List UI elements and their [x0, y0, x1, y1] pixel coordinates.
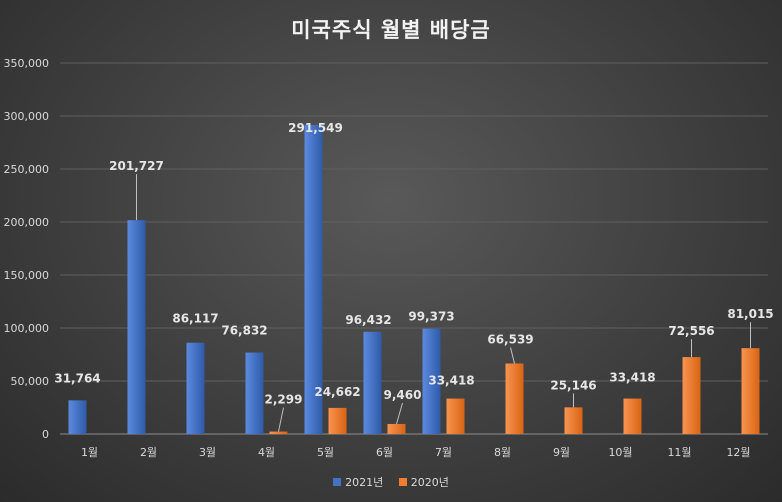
y-tick-label: 0	[42, 428, 49, 441]
data-label: 72,556	[668, 324, 714, 338]
label-leader-line	[510, 347, 515, 364]
data-label: 291,549	[288, 121, 343, 135]
bar-2020	[682, 357, 701, 434]
y-tick-label: 300,000	[4, 110, 50, 123]
chart-title: 미국주식 월별 배당금	[291, 18, 491, 42]
label-leader-line	[396, 402, 403, 425]
bar-2020	[564, 407, 583, 434]
legend-item-2021: 2021년	[333, 474, 383, 490]
legend-label-2020: 2020년	[410, 476, 449, 489]
bar-2020	[623, 398, 642, 434]
y-tick-label: 350,000	[4, 57, 50, 70]
y-tick-label: 50,000	[11, 375, 50, 388]
x-tick-label: 8월	[494, 446, 511, 459]
bar-2021	[245, 352, 264, 434]
x-tick-label: 2월	[140, 446, 157, 459]
x-tick-label: 9월	[553, 446, 570, 459]
x-tick-label: 1월	[81, 446, 98, 459]
legend-swatch-2021	[333, 478, 342, 486]
data-label: 33,418	[428, 374, 474, 388]
x-tick-label: 3월	[199, 446, 216, 459]
x-tick-label: 10월	[608, 446, 632, 459]
data-label: 96,432	[345, 313, 391, 327]
y-tick-label: 200,000	[4, 216, 50, 229]
x-tick-label: 7월	[435, 446, 452, 459]
legend-label-2021: 2021년	[345, 476, 384, 489]
label-leader-line	[278, 407, 284, 432]
data-label: 9,460	[384, 388, 422, 402]
data-label: 33,418	[609, 371, 655, 385]
bar-2021	[422, 328, 441, 434]
bar-2020	[269, 431, 288, 434]
y-tick-label: 150,000	[4, 269, 50, 282]
x-tick-label: 12월	[726, 446, 750, 459]
data-label: 81,015	[727, 307, 773, 321]
data-label: 86,117	[172, 312, 218, 326]
data-label: 25,146	[550, 378, 596, 392]
bar-2021	[186, 342, 205, 434]
data-label: 31,764	[54, 371, 100, 385]
y-tick-label: 100,000	[4, 322, 50, 335]
bar-2021	[304, 124, 323, 434]
bar-2021	[68, 400, 87, 434]
legend-item-2020: 2020년	[398, 474, 449, 490]
data-label: 201,727	[109, 159, 164, 173]
bar-2021	[127, 220, 146, 434]
bar-2020	[505, 363, 524, 434]
data-label: 99,373	[408, 310, 454, 324]
legend: 2021년 2020년	[0, 474, 782, 490]
data-label: 76,832	[221, 324, 267, 338]
bar-2020	[741, 348, 760, 434]
x-tick-label: 5월	[317, 446, 334, 459]
y-tick-label: 250,000	[4, 163, 50, 176]
data-label: 24,662	[314, 385, 360, 399]
bar-2020	[446, 398, 465, 434]
data-label: 66,539	[487, 332, 533, 346]
x-tick-label: 11월	[667, 446, 691, 459]
bar-2020	[328, 407, 347, 434]
x-tick-label: 6월	[376, 446, 393, 459]
bar-2020	[387, 423, 406, 434]
data-label: 2,299	[265, 393, 303, 407]
bar-2021	[363, 331, 382, 434]
x-tick-label: 4월	[258, 446, 275, 459]
legend-swatch-2020	[398, 478, 407, 486]
